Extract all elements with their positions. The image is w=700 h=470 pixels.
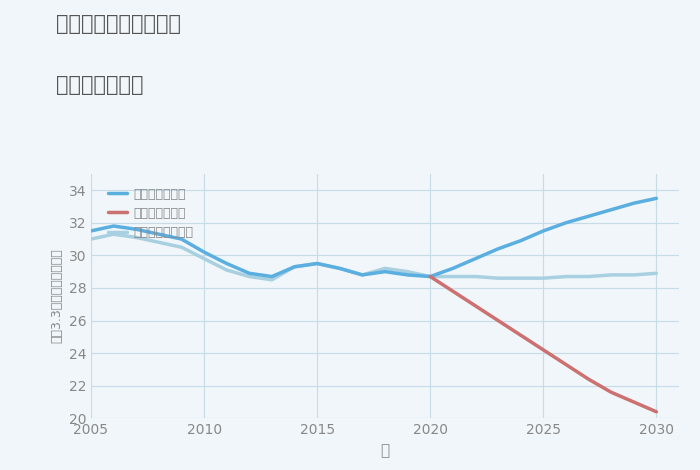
ノーマルシナリオ bbox=[517, 275, 525, 281]
グッドシナリオ bbox=[313, 261, 321, 266]
Line: バッドシナリオ: バッドシナリオ bbox=[430, 276, 657, 412]
バッドシナリオ bbox=[494, 318, 503, 323]
Y-axis label: 坪（3.3㎡）単価（万円）: 坪（3.3㎡）単価（万円） bbox=[50, 249, 63, 344]
ノーマルシナリオ bbox=[539, 275, 547, 281]
ノーマルシナリオ bbox=[223, 267, 231, 273]
ノーマルシナリオ bbox=[449, 274, 457, 279]
グッドシナリオ bbox=[652, 196, 661, 201]
ノーマルシナリオ bbox=[177, 244, 186, 250]
ノーマルシナリオ bbox=[132, 235, 141, 240]
ノーマルシナリオ bbox=[426, 274, 435, 279]
グッドシナリオ bbox=[629, 200, 638, 206]
グッドシナリオ bbox=[561, 220, 570, 226]
X-axis label: 年: 年 bbox=[380, 443, 390, 458]
Text: 愛知県瀬戸市西山町の: 愛知県瀬戸市西山町の bbox=[56, 14, 181, 34]
ノーマルシナリオ bbox=[155, 240, 163, 245]
グッドシナリオ bbox=[449, 266, 457, 271]
ノーマルシナリオ bbox=[471, 274, 480, 279]
バッドシナリオ bbox=[471, 303, 480, 309]
バッドシナリオ bbox=[629, 399, 638, 405]
ノーマルシナリオ bbox=[358, 272, 367, 278]
バッドシナリオ bbox=[539, 347, 547, 352]
ノーマルシナリオ bbox=[652, 270, 661, 276]
ノーマルシナリオ bbox=[87, 236, 95, 242]
ノーマルシナリオ bbox=[381, 266, 389, 271]
グッドシナリオ bbox=[155, 231, 163, 237]
ノーマルシナリオ bbox=[245, 274, 253, 279]
グッドシナリオ bbox=[87, 228, 95, 234]
ノーマルシナリオ bbox=[200, 256, 209, 261]
ノーマルシナリオ bbox=[629, 272, 638, 278]
Text: 土地の価格推移: 土地の価格推移 bbox=[56, 75, 144, 95]
グッドシナリオ bbox=[426, 274, 435, 279]
ノーマルシナリオ bbox=[494, 275, 503, 281]
ノーマルシナリオ bbox=[403, 269, 412, 274]
グッドシナリオ bbox=[471, 256, 480, 261]
グッドシナリオ bbox=[539, 228, 547, 234]
バッドシナリオ bbox=[449, 289, 457, 294]
グッドシナリオ bbox=[200, 249, 209, 255]
ノーマルシナリオ bbox=[561, 274, 570, 279]
Legend: グッドシナリオ, バッドシナリオ, ノーマルシナリオ: グッドシナリオ, バッドシナリオ, ノーマルシナリオ bbox=[103, 182, 198, 244]
グッドシナリオ bbox=[267, 274, 276, 279]
グッドシナリオ bbox=[517, 238, 525, 243]
グッドシナリオ bbox=[109, 223, 118, 229]
グッドシナリオ bbox=[223, 261, 231, 266]
ノーマルシナリオ bbox=[109, 231, 118, 237]
グッドシナリオ bbox=[403, 272, 412, 278]
グッドシナリオ bbox=[177, 236, 186, 242]
バッドシナリオ bbox=[561, 362, 570, 368]
バッドシナリオ bbox=[652, 409, 661, 415]
バッドシナリオ bbox=[426, 274, 435, 279]
ノーマルシナリオ bbox=[313, 261, 321, 266]
グッドシナリオ bbox=[607, 207, 615, 212]
グッドシナリオ bbox=[132, 227, 141, 232]
バッドシナリオ bbox=[607, 390, 615, 395]
グッドシナリオ bbox=[381, 269, 389, 274]
ノーマルシナリオ bbox=[584, 274, 593, 279]
バッドシナリオ bbox=[584, 376, 593, 382]
Line: グッドシナリオ: グッドシナリオ bbox=[91, 198, 657, 276]
グッドシナリオ bbox=[494, 246, 503, 251]
グッドシナリオ bbox=[290, 264, 299, 270]
グッドシナリオ bbox=[335, 266, 344, 271]
Line: ノーマルシナリオ: ノーマルシナリオ bbox=[91, 234, 657, 280]
グッドシナリオ bbox=[358, 272, 367, 278]
バッドシナリオ bbox=[517, 332, 525, 338]
ノーマルシナリオ bbox=[335, 266, 344, 271]
ノーマルシナリオ bbox=[607, 272, 615, 278]
ノーマルシナリオ bbox=[290, 264, 299, 270]
グッドシナリオ bbox=[245, 270, 253, 276]
ノーマルシナリオ bbox=[267, 277, 276, 282]
グッドシナリオ bbox=[584, 213, 593, 219]
